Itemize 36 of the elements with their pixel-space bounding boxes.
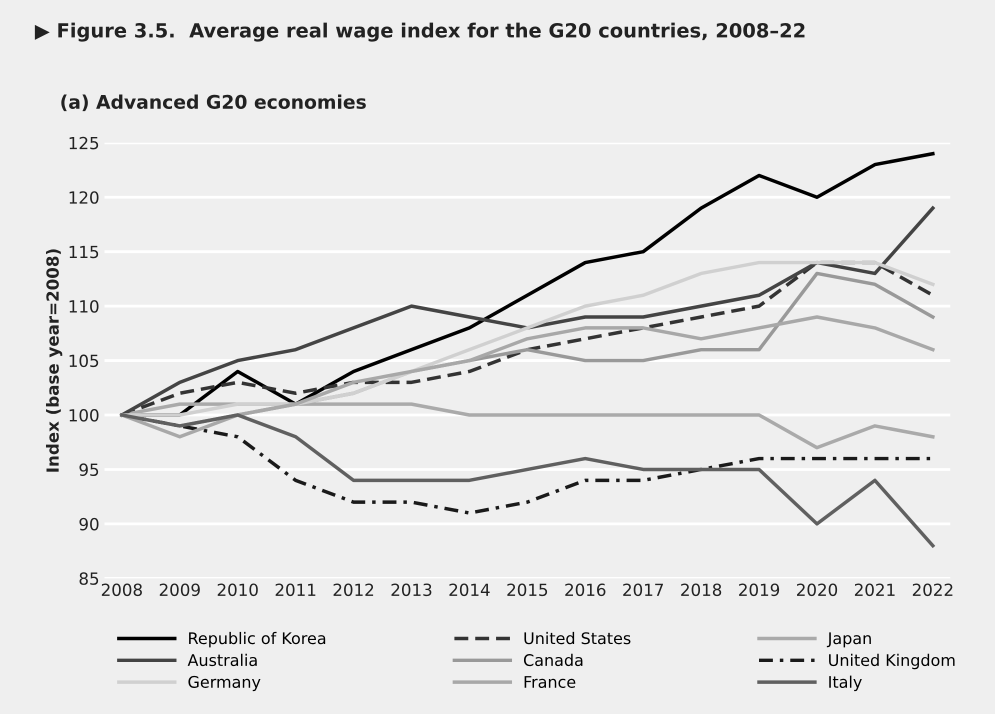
x-tick-label: 2016 <box>565 583 606 596</box>
legend-label: Germany <box>188 676 260 692</box>
y-tick-label: 110 <box>70 300 99 313</box>
x-tick-label: 2017 <box>623 583 663 596</box>
y-tick-label: 120 <box>70 191 99 204</box>
legend-label: Japan <box>826 632 871 648</box>
x-tick-label: 2011 <box>276 583 316 596</box>
x-tick-label: 2015 <box>507 583 548 596</box>
y-tick-label: 100 <box>70 408 99 422</box>
x-tick-label: 2008 <box>102 583 142 596</box>
y-tick-label: 105 <box>70 354 98 368</box>
x-tick-label: 2022 <box>912 583 952 596</box>
y-tick-label: 95 <box>79 463 98 476</box>
legend-label: United States <box>524 632 630 644</box>
legend-label: Australia <box>188 654 257 666</box>
legend-label: Republic of Korea <box>189 632 326 648</box>
y-tick-label: 125 <box>70 136 98 150</box>
y-tick-label: 85 <box>80 572 98 585</box>
x-tick-label: 2021 <box>854 583 895 596</box>
legend-label: France <box>524 676 576 688</box>
x-tick-label: 2018 <box>681 583 722 596</box>
y-axis-title: Index (base year=2008) <box>46 249 62 472</box>
x-tick-label: 2012 <box>334 583 374 596</box>
y-tick-label: 90 <box>79 518 99 530</box>
y-tick-label: 115 <box>70 246 98 258</box>
chart-subtitle: (a) Advanced G20 economies <box>61 94 366 112</box>
chart-title: ▶ Figure 3.5. Average real wage index for the G20 countries, 2008–22 <box>34 22 804 42</box>
legend-label: Italy <box>829 676 862 692</box>
legend-label: United Kingdom <box>829 654 955 670</box>
legend-label: Canada <box>524 654 582 666</box>
x-tick-label: 2020 <box>797 583 838 596</box>
x-tick-label: 2014 <box>449 583 490 596</box>
x-tick-label: 2010 <box>218 583 258 596</box>
x-tick-label: 2013 <box>392 583 432 596</box>
x-tick-label: 2009 <box>160 583 200 596</box>
x-tick-label: 2019 <box>739 583 780 596</box>
